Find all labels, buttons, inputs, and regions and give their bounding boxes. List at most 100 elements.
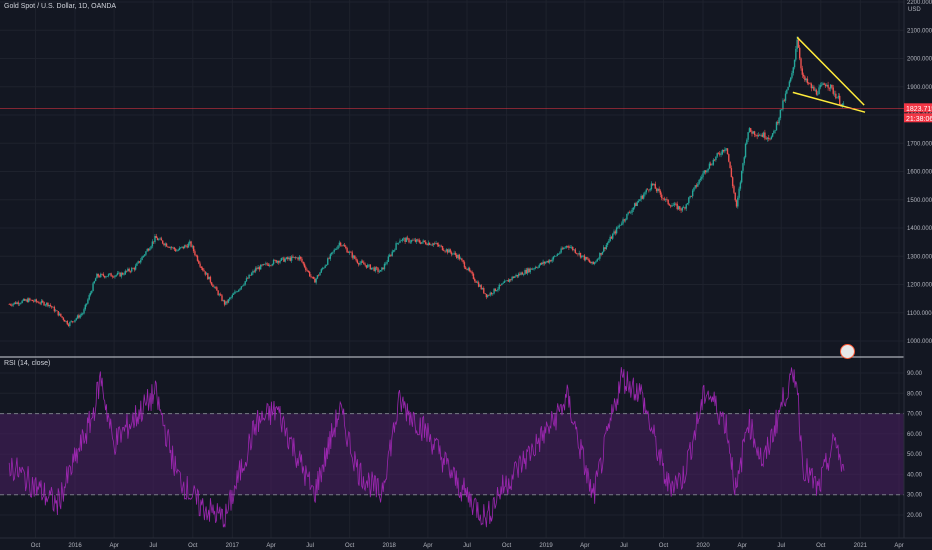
candle-body: [423, 240, 426, 242]
candle-body: [596, 259, 598, 262]
candle-body: [413, 239, 415, 241]
candle-body: [659, 190, 662, 195]
candle-body: [764, 132, 766, 139]
candle-body: [751, 131, 753, 134]
candle-body: [361, 261, 364, 263]
candle-body: [815, 89, 818, 95]
candle-body: [565, 245, 568, 248]
candle-body: [36, 301, 39, 303]
candle-body: [382, 267, 384, 270]
candle-body: [554, 256, 556, 257]
candle-body: [606, 242, 609, 245]
candle-body: [256, 268, 258, 270]
candle-body: [312, 276, 315, 279]
candle-body: [507, 280, 509, 282]
candle-body: [710, 163, 712, 166]
candle-body: [748, 128, 751, 133]
candle-body: [546, 260, 548, 263]
candle-body: [410, 240, 413, 242]
candle-body: [584, 256, 587, 260]
tradingview-logo-icon[interactable]: [840, 344, 855, 359]
candle-body: [456, 254, 458, 258]
candle-body: [432, 243, 435, 245]
candle-body: [501, 283, 503, 286]
candle-body: [691, 190, 694, 197]
time-tick-label: Jul: [149, 543, 157, 549]
candle-body: [622, 219, 624, 224]
candle-body: [514, 276, 516, 278]
candle-body: [444, 250, 446, 252]
candle-body: [434, 243, 436, 245]
candle-body: [138, 261, 141, 263]
candle-body: [724, 149, 726, 152]
candle-body: [809, 83, 811, 85]
candle-body: [479, 285, 481, 287]
candle-body: [342, 245, 344, 246]
candle-body: [186, 245, 188, 248]
candle-body: [94, 278, 97, 282]
candle-body: [641, 195, 644, 199]
candle-body: [654, 183, 656, 189]
time-tick-label: Apr: [580, 543, 589, 549]
candle-body: [532, 268, 534, 270]
candle-body: [25, 299, 27, 301]
candle-body: [436, 243, 439, 245]
candle-body: [826, 84, 828, 87]
candle-body: [234, 291, 236, 294]
candle-body: [305, 267, 307, 271]
time-axis[interactable]: Oct 2016 Apr Jul Oct 2017 Apr Jul Oct 2018 Apr Jul O…: [31, 543, 904, 549]
rsi-tick-label: 50.00: [907, 452, 923, 458]
candle-body: [467, 268, 470, 270]
candle-body: [637, 200, 640, 203]
candle-body: [698, 179, 700, 184]
candle-body: [547, 260, 549, 263]
candle-body: [628, 212, 631, 213]
candle-body: [832, 87, 834, 94]
price-tick-label: 1600.000: [907, 170, 932, 176]
candle-body: [471, 271, 473, 274]
candle-body: [324, 265, 326, 268]
price-badge: 1823.715 21:38:06: [0, 103, 932, 123]
candle-body: [325, 264, 328, 266]
rsi-indicator-title[interactable]: RSI (14, close): [4, 360, 51, 367]
candle-body: [626, 213, 628, 220]
candle-body: [820, 84, 823, 86]
candle-body: [222, 300, 224, 301]
candle-body: [399, 240, 401, 243]
candle-body: [818, 87, 820, 95]
candle-body: [250, 273, 253, 276]
candle-body: [82, 313, 84, 315]
candle-body: [258, 267, 261, 270]
candle-body: [356, 260, 359, 264]
candle-body: [26, 299, 28, 303]
rsi-axis[interactable]: 20.00 30.00 40.00 50.00 60.00 70.00 80.00 90.00: [907, 371, 923, 519]
candle-body: [675, 203, 677, 205]
candle-body: [306, 270, 308, 271]
candle-body: [419, 242, 422, 244]
candle-body: [45, 302, 48, 305]
candle-body: [198, 260, 200, 264]
candle-body: [265, 263, 267, 265]
trendline-group[interactable]: [792, 36, 866, 113]
candle-body: [172, 247, 174, 249]
candle-body: [343, 245, 346, 247]
candle-body: [378, 271, 381, 273]
candle-body: [49, 304, 52, 307]
candle-body: [134, 265, 137, 270]
candle-body: [381, 267, 383, 271]
candle-body: [229, 298, 231, 300]
candle-body: [146, 249, 148, 252]
candle-body: [568, 246, 570, 248]
candle-body: [774, 130, 776, 131]
candle-body: [403, 238, 405, 239]
time-tick-label: Oct: [188, 543, 198, 549]
time-tick-label: 2021: [854, 543, 868, 549]
candle-body: [275, 260, 277, 263]
candle-body: [216, 287, 218, 291]
candle-body: [610, 236, 613, 239]
candle-body: [323, 267, 325, 269]
candle-body: [392, 250, 395, 252]
candle-body: [587, 259, 589, 261]
candle-body: [272, 259, 275, 265]
